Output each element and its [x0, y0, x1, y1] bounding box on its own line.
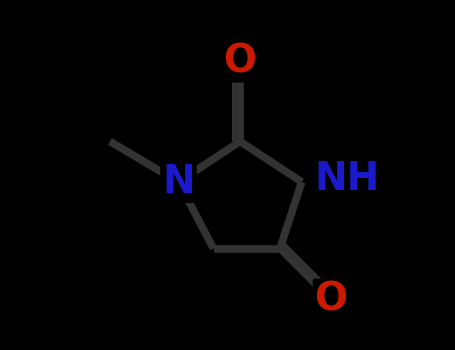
Text: NH: NH — [314, 160, 379, 197]
Text: O: O — [223, 43, 257, 80]
Text: N: N — [162, 163, 195, 201]
Text: O: O — [314, 281, 348, 318]
